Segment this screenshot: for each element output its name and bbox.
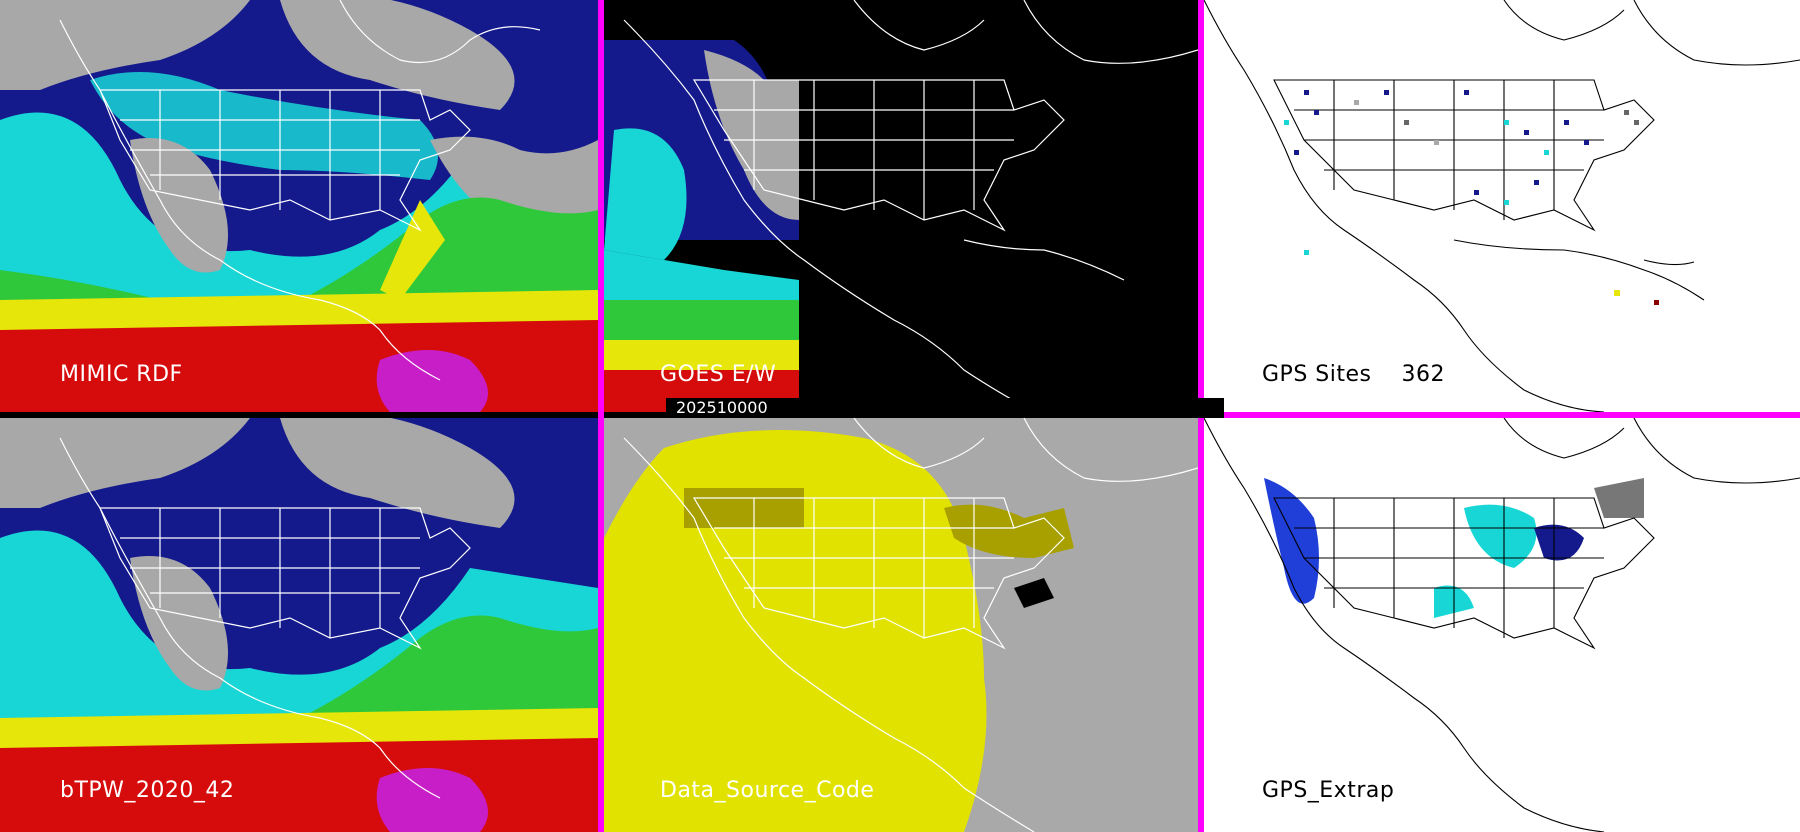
mimic-tpw-map bbox=[0, 0, 598, 412]
panel-goes-ew: GOES E/W bbox=[604, 0, 1198, 412]
timestamp-bar: 202510000 bbox=[666, 398, 1224, 418]
map-boundaries bbox=[623, 418, 1198, 832]
panel-label-dsc: Data_Source_Code bbox=[660, 778, 875, 803]
panel-data-source-code: Data_Source_Code bbox=[604, 418, 1198, 832]
map-boundaries bbox=[1204, 0, 1800, 412]
panel-label-extrap: GPS_Extrap bbox=[1262, 778, 1395, 803]
divider-horizontal bbox=[1204, 412, 1800, 418]
map-boundaries bbox=[59, 0, 541, 381]
panel-label-btpw: bTPW_2020_42 bbox=[60, 778, 235, 803]
panel-btpw: bTPW_2020_42 bbox=[0, 418, 598, 832]
panel-label-gps-sites: GPS Sites 362 bbox=[1262, 362, 1445, 387]
data-source-code-map bbox=[604, 418, 1198, 832]
goes-map bbox=[604, 0, 1198, 412]
divider-vertical-1 bbox=[598, 0, 604, 832]
panel-gps-sites: GPS Sites 362 bbox=[1204, 0, 1800, 412]
gps-extrap-map bbox=[1204, 418, 1800, 832]
map-boundaries bbox=[623, 0, 1198, 412]
panel-label-goes: GOES E/W bbox=[660, 362, 777, 387]
map-boundaries bbox=[1204, 418, 1800, 832]
gps-sites-map bbox=[1204, 0, 1800, 412]
btpw-map bbox=[0, 418, 598, 832]
panel-gps-extrap: GPS_Extrap bbox=[1204, 418, 1800, 832]
panel-label-mimic: MIMIC RDF bbox=[60, 362, 183, 387]
map-boundaries bbox=[59, 437, 471, 799]
gps-site-markers bbox=[1284, 90, 1659, 305]
panel-mimic-rdf: MIMIC RDF bbox=[0, 0, 598, 412]
